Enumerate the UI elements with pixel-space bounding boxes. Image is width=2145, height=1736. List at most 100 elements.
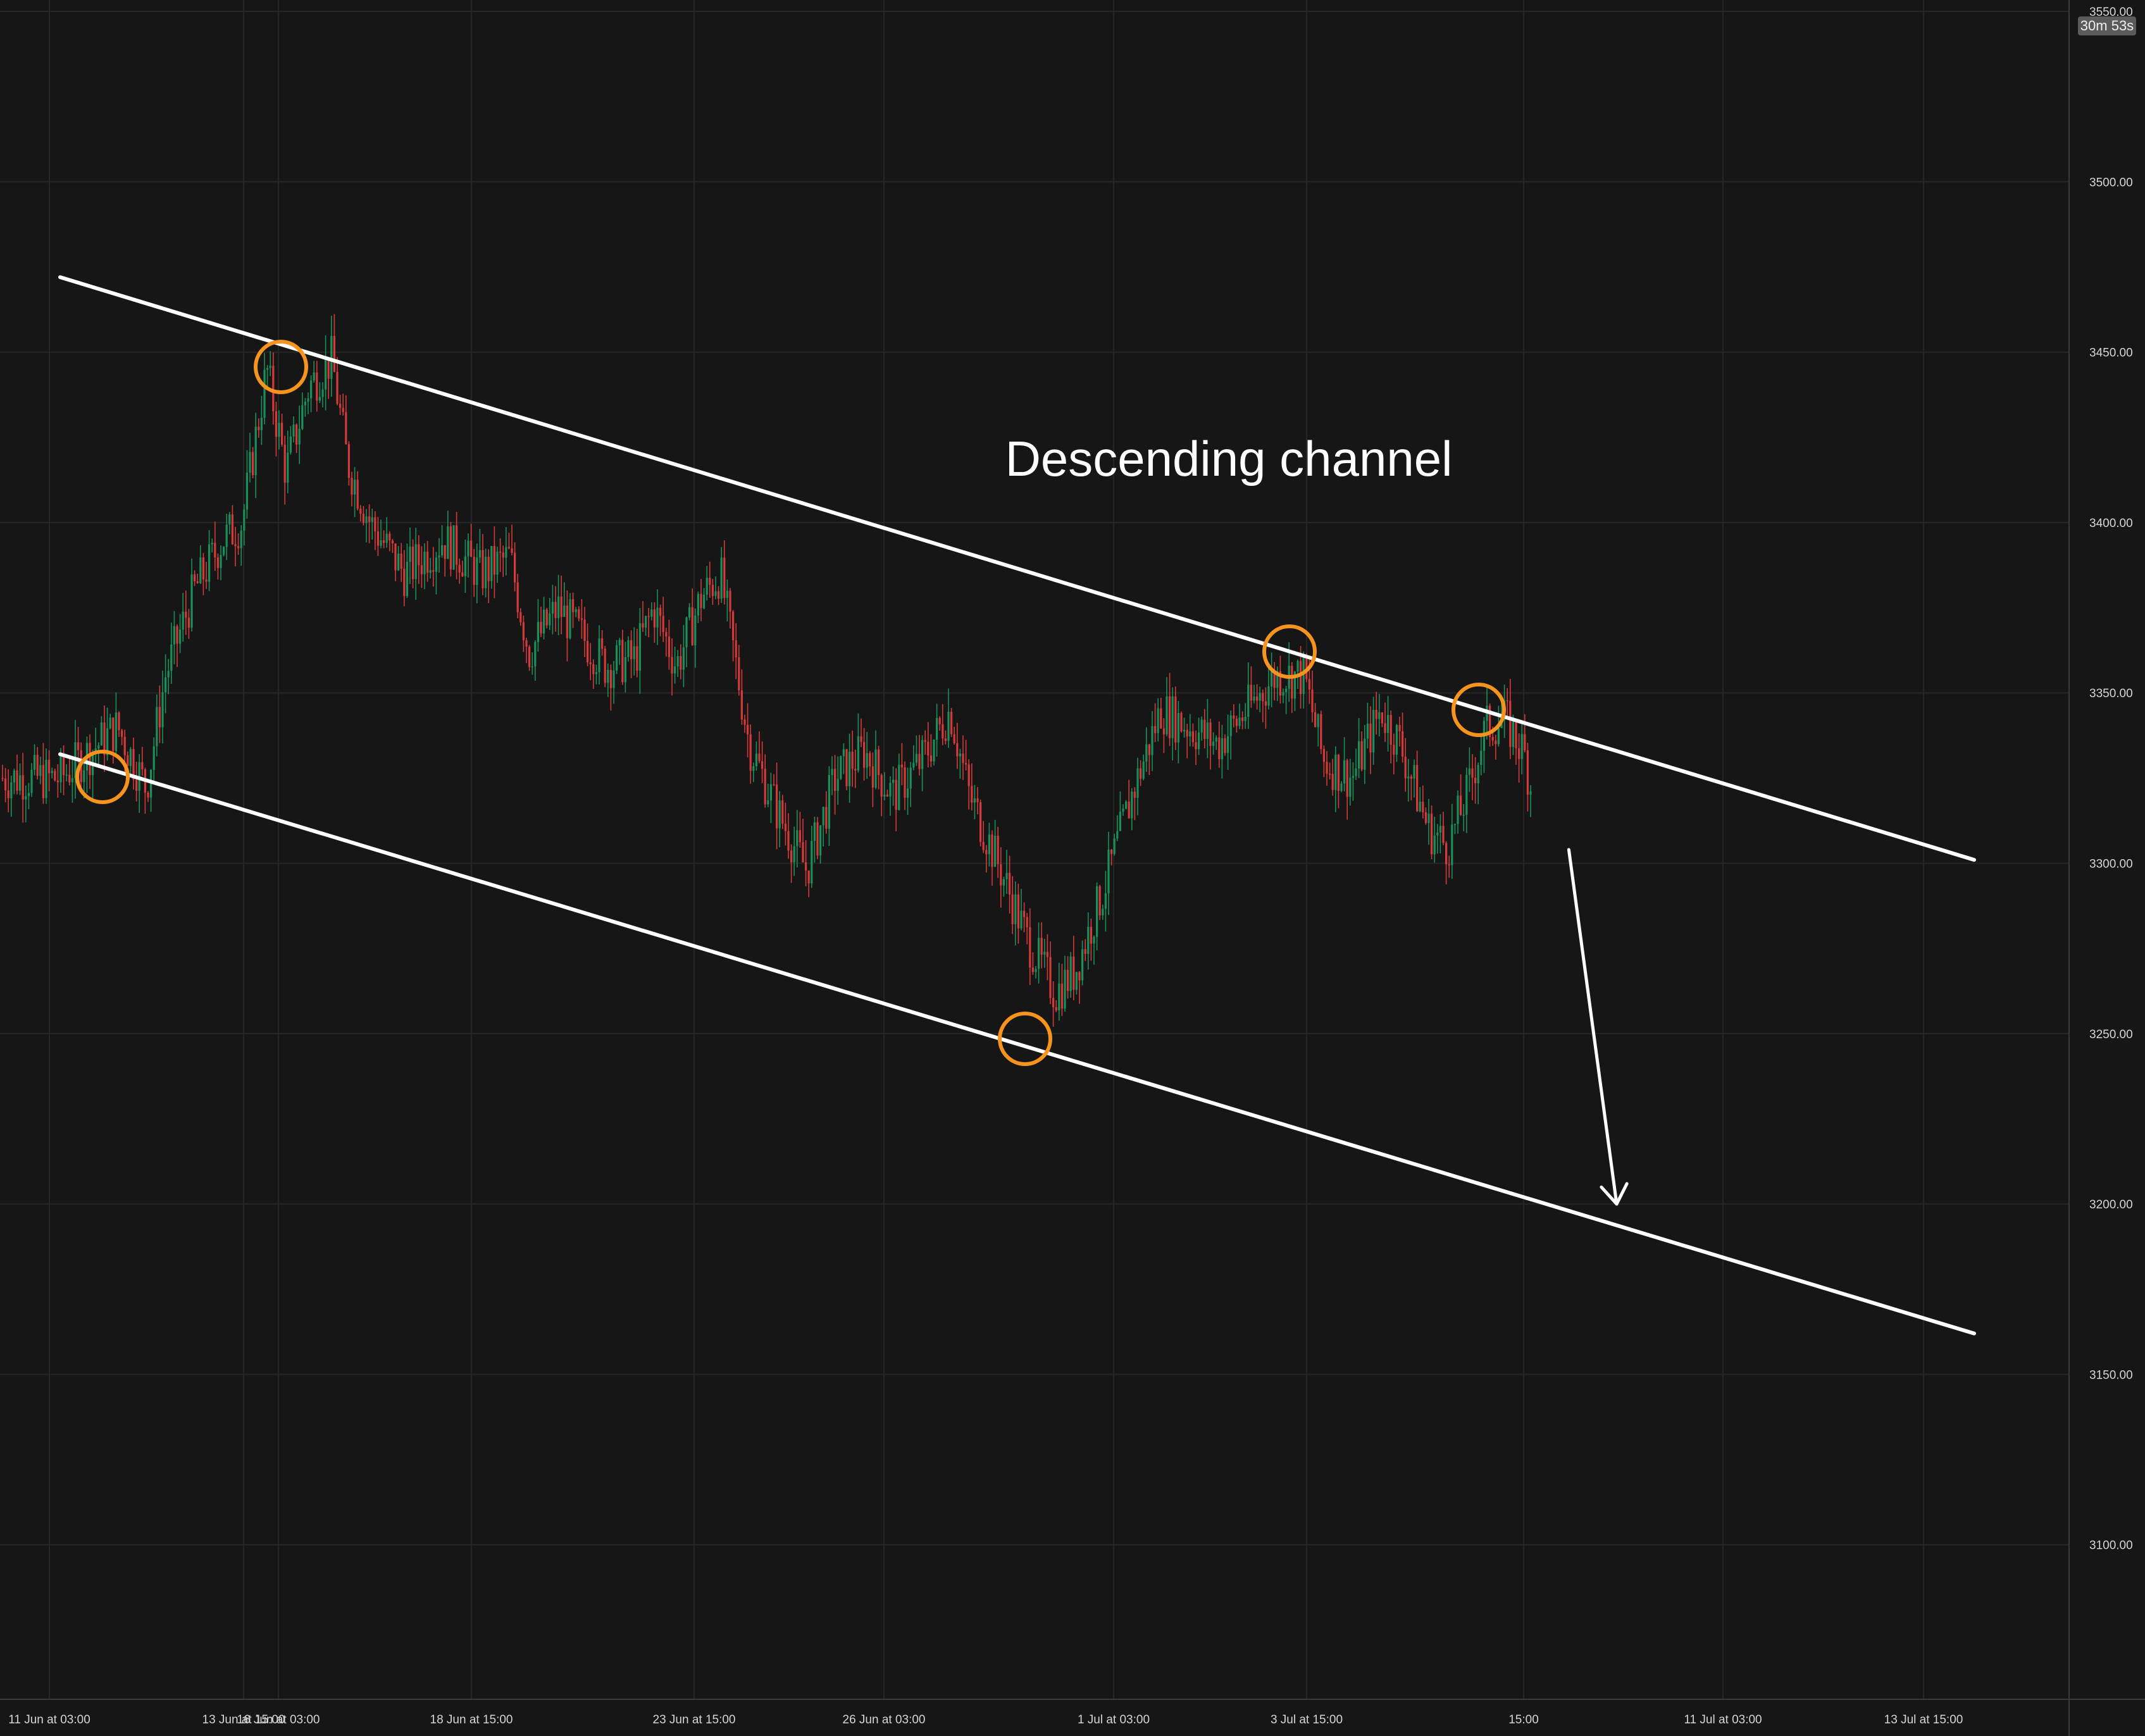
candle-body xyxy=(813,822,816,841)
candle-body xyxy=(1046,952,1048,957)
candle-body xyxy=(988,834,990,855)
candle-body xyxy=(769,784,772,800)
candle-body xyxy=(1023,910,1026,917)
y-tick-label: 3450.00 xyxy=(2089,347,2133,360)
candle-body xyxy=(811,841,813,884)
candle-body xyxy=(310,380,313,399)
candle-body xyxy=(869,753,871,767)
candle-body xyxy=(624,657,626,683)
candle-body xyxy=(1381,712,1383,724)
candle-body xyxy=(48,759,51,774)
candle-body xyxy=(755,753,757,767)
candle-body xyxy=(237,546,240,549)
candle-body xyxy=(1512,721,1514,747)
candle-body xyxy=(947,712,950,741)
candle-body xyxy=(1346,760,1348,797)
candle-body xyxy=(1069,956,1072,991)
candle-body xyxy=(56,780,59,783)
candle-body xyxy=(528,647,531,667)
candle-body xyxy=(1038,938,1040,969)
candle-body xyxy=(1407,776,1410,779)
candle-body xyxy=(1229,715,1232,736)
candle-body xyxy=(645,616,647,628)
candle-body xyxy=(1110,849,1113,854)
candle-body xyxy=(1497,728,1500,745)
candle-body xyxy=(1122,809,1124,812)
candle-body xyxy=(1264,701,1267,706)
candle-body xyxy=(30,769,33,793)
candle-body xyxy=(979,802,982,842)
candle-body xyxy=(345,412,347,445)
candle-body xyxy=(918,753,921,769)
candle-body xyxy=(223,547,225,555)
candle-body xyxy=(1445,843,1448,865)
candle-body xyxy=(1241,717,1244,721)
candle-body xyxy=(1098,886,1101,915)
candle-body xyxy=(414,544,417,580)
candle-body xyxy=(10,782,13,798)
candle-body xyxy=(1040,938,1043,955)
channel-lines[interactable] xyxy=(58,275,1976,1336)
candle-body xyxy=(1285,688,1288,692)
candle-body xyxy=(225,524,228,547)
candle-body xyxy=(1166,696,1168,735)
candle-body xyxy=(176,626,178,644)
candle-body xyxy=(1233,715,1235,719)
candle-body xyxy=(426,551,429,573)
candle-body xyxy=(336,371,339,404)
y-tick-label: 3300.00 xyxy=(2089,858,2133,871)
touch-point-marker xyxy=(1452,683,1506,737)
candle-body xyxy=(246,473,248,510)
candle-body xyxy=(467,540,469,557)
candle-body xyxy=(1462,814,1465,816)
candle-body xyxy=(1169,696,1171,738)
candle-body xyxy=(1326,762,1328,774)
candle-body xyxy=(1011,894,1014,924)
x-tick-label: 18 Jun at 15:00 xyxy=(430,1713,513,1727)
candle-body xyxy=(507,547,510,549)
candle-countdown-badge: 30m 53s xyxy=(2078,16,2136,35)
candle-body xyxy=(1305,655,1308,679)
candle-body xyxy=(432,570,435,572)
candle-body xyxy=(339,404,342,408)
candle-body xyxy=(403,569,406,597)
candle-body xyxy=(1104,893,1107,909)
candle-body xyxy=(39,765,42,776)
candle-body xyxy=(208,544,211,582)
candle-body xyxy=(389,533,391,541)
candle-body xyxy=(106,728,109,755)
candle-body xyxy=(537,621,539,642)
candle-body xyxy=(68,774,71,783)
candle-body xyxy=(1369,723,1372,753)
candle-body xyxy=(907,788,909,798)
candle-body xyxy=(1465,774,1468,815)
candle-body xyxy=(27,793,30,797)
candle-body xyxy=(161,692,164,728)
candle-body xyxy=(1453,824,1456,825)
candle-body xyxy=(83,770,85,783)
candle-body xyxy=(499,551,502,553)
candle-body xyxy=(694,615,697,645)
candle-body xyxy=(1067,969,1069,991)
candle-body xyxy=(1052,998,1055,1008)
candle-body xyxy=(720,557,723,599)
candle-body xyxy=(16,770,18,791)
candle-body xyxy=(391,540,394,543)
candle-body xyxy=(295,425,298,445)
candle-body xyxy=(266,368,269,370)
candle-body xyxy=(1518,748,1520,759)
candle-body xyxy=(1460,795,1462,815)
candle-body xyxy=(487,557,490,581)
candle-body xyxy=(167,671,170,678)
candle-body xyxy=(490,546,493,581)
candle-body xyxy=(287,452,289,483)
candle-body xyxy=(711,585,714,596)
candle-body xyxy=(697,593,699,616)
candle-body xyxy=(1308,679,1310,690)
candle-body xyxy=(1125,801,1128,809)
candle-body xyxy=(802,842,804,862)
candle-body xyxy=(36,755,39,776)
candle-body xyxy=(313,372,315,381)
